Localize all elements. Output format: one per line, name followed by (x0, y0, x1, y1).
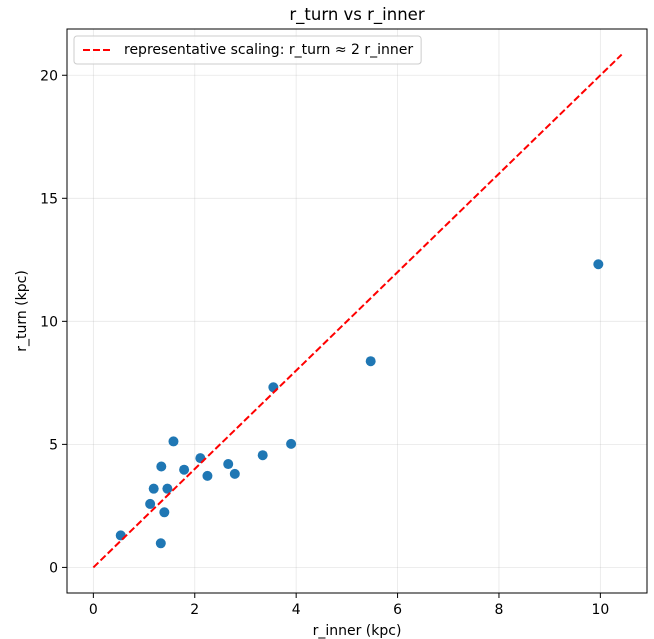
axis-ticks: 0 2 4 6 8 10 0 5 10 15 20 (40, 68, 609, 618)
plot-area (67, 29, 647, 593)
y-tick-label: 0 (49, 560, 58, 576)
data-point (179, 464, 190, 475)
scaling-reference-line (92, 53, 623, 569)
x-tick-label: 8 (494, 602, 503, 618)
data-point (365, 356, 376, 367)
legend: representative scaling: r_turn ≈ 2 r_inn… (73, 35, 422, 65)
x-tick-label: 6 (393, 602, 402, 618)
data-point (159, 507, 170, 518)
data-point (268, 382, 279, 393)
x-tick-label: 4 (292, 602, 301, 618)
legend-label: representative scaling: r_turn ≈ 2 r_inn… (124, 42, 413, 58)
x-tick-label: 2 (190, 602, 199, 618)
data-point (202, 470, 213, 481)
data-layer (92, 53, 623, 569)
data-point (145, 498, 156, 509)
data-point (156, 461, 167, 472)
x-axis-label: r_inner (kpc) (313, 623, 402, 639)
x-tick-label: 10 (591, 602, 609, 618)
data-point (286, 438, 297, 449)
data-point (148, 483, 159, 494)
chart-title: r_turn vs r_inner (289, 5, 424, 25)
y-axis-label: r_turn (kpc) (14, 270, 30, 352)
legend-box (73, 35, 422, 65)
data-point (195, 453, 206, 464)
data-point (168, 436, 179, 447)
x-tick-label: 0 (89, 602, 98, 618)
y-tick-label: 20 (40, 68, 58, 84)
y-tick-label: 10 (40, 314, 58, 330)
data-point (257, 450, 268, 461)
plot-frame (66, 28, 648, 594)
data-point (115, 530, 126, 541)
data-point (223, 459, 234, 470)
y-tick-label: 5 (49, 437, 58, 453)
data-point (162, 483, 173, 494)
grid (67, 29, 647, 593)
data-point (229, 468, 240, 479)
data-point (155, 538, 166, 549)
y-tick-label: 15 (40, 191, 58, 207)
data-point (593, 259, 604, 270)
